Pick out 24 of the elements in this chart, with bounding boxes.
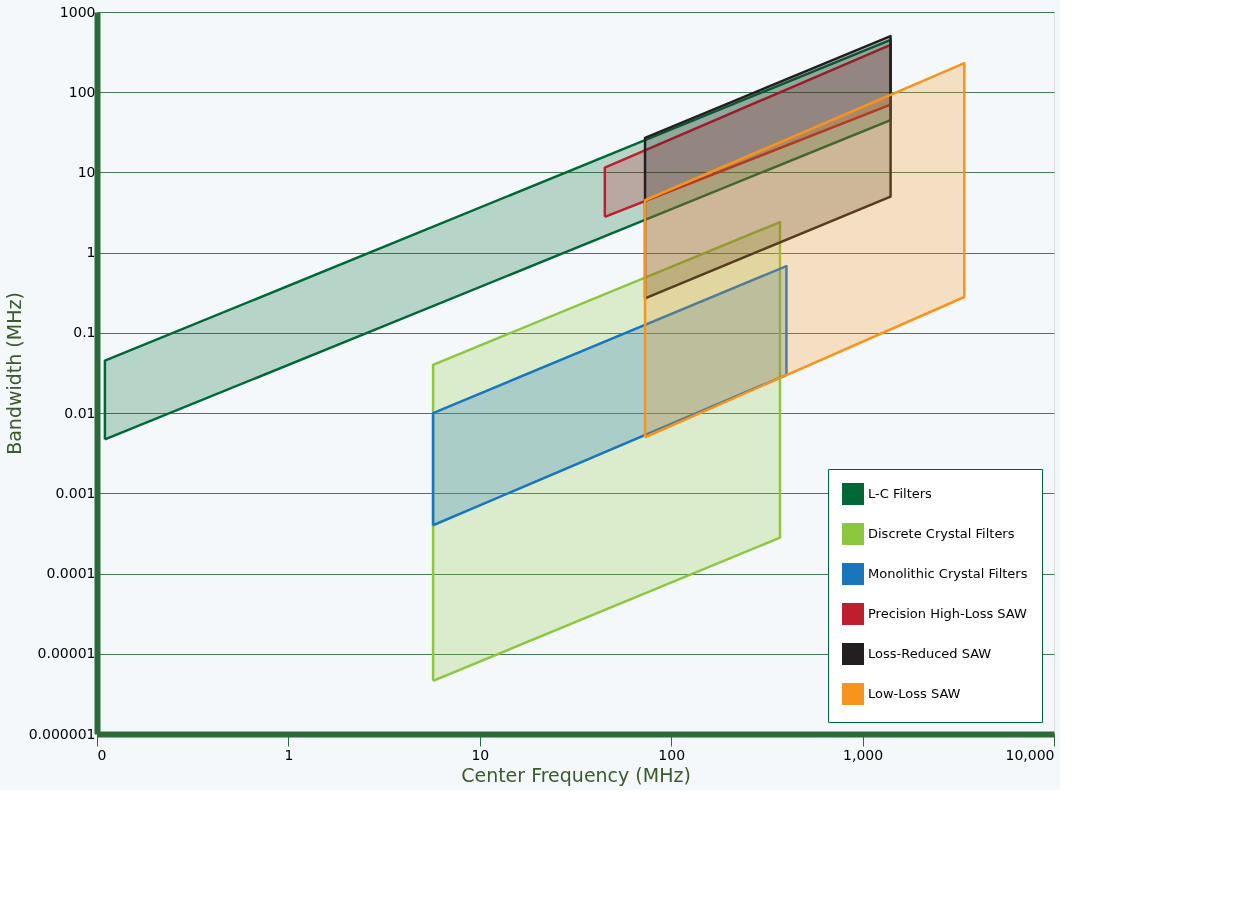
legend-label: Discrete Crystal Filters	[868, 526, 1015, 541]
legend-label: Loss-Reduced SAW	[868, 646, 992, 661]
x-tick-label: 100	[658, 746, 686, 763]
legend-label: Low-Loss SAW	[868, 686, 961, 701]
y-tick-label: 0.0001	[46, 565, 96, 582]
y-tick-label: 0.000001	[28, 725, 96, 742]
y-tick-label: 0.01	[64, 404, 96, 421]
x-tick-label: 10,000	[1005, 746, 1055, 763]
x-tick-label: 1,000	[843, 746, 884, 763]
legend-label: Monolithic Crystal Filters	[868, 566, 1028, 581]
x-tick-label: 10	[471, 746, 490, 763]
x-tick-label: 0	[97, 746, 107, 763]
y-tick-label: 1000	[59, 3, 96, 20]
legend-label: Precision High-Loss SAW	[868, 606, 1028, 621]
y-tick-label: 100	[68, 83, 96, 100]
legend-label: L-C Filters	[868, 486, 933, 501]
y-tick-label: 0.001	[55, 484, 96, 501]
y-tick-label: 10	[77, 163, 96, 180]
y-tick-label: 0.00001	[37, 645, 96, 662]
x-tick-label: 1	[284, 746, 294, 763]
y-axis-title: Bandwidth (MHz)	[2, 292, 25, 455]
y-tick-label: 0.1	[73, 324, 96, 341]
y-tick-label: 1	[86, 244, 96, 261]
x-axis-title: Center Frequency (MHz)	[461, 763, 691, 786]
